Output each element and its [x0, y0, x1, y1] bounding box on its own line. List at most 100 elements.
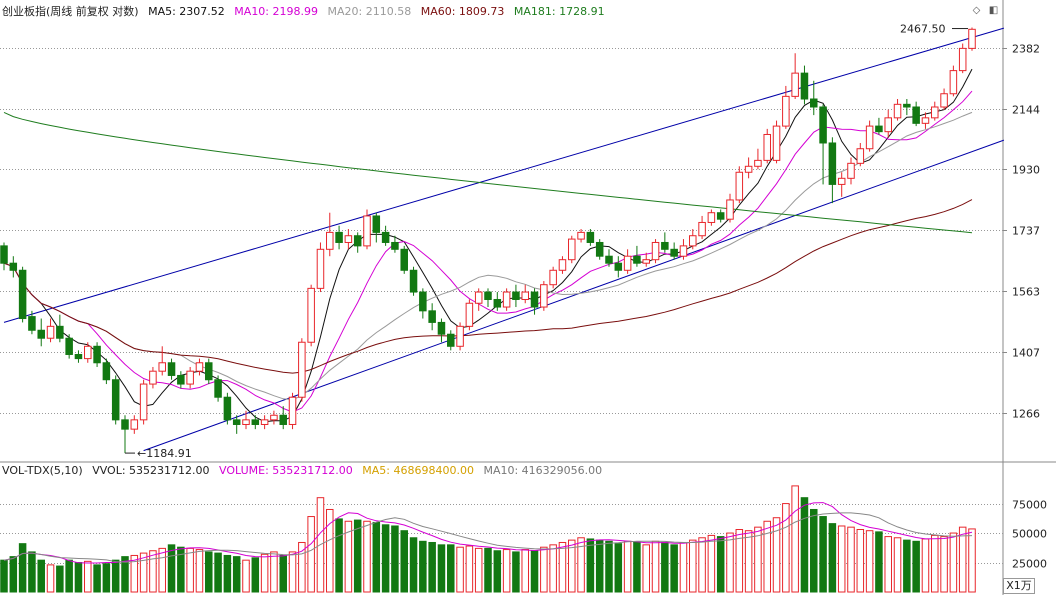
volume-bar [158, 547, 166, 593]
volume-bar [754, 526, 762, 593]
price-tick-label: 1737 [1012, 225, 1040, 238]
volume-bar [949, 532, 958, 593]
candle-body [0, 245, 8, 264]
candle-body [409, 269, 418, 293]
candle-body [540, 284, 548, 308]
volume-bar [716, 536, 725, 593]
volume-bar [502, 549, 511, 593]
candle-body [326, 231, 334, 250]
volume-bar [195, 549, 204, 593]
volume-header: VOL-TDX(5,10) VVOL: 535231712.00 VOLUME:… [2, 463, 608, 479]
candle-body [437, 321, 446, 335]
candle-body [242, 419, 250, 425]
volume-bar [391, 525, 399, 593]
candle-body [46, 325, 55, 339]
volume-bar [623, 540, 632, 593]
candle-body [763, 133, 771, 161]
volume-bar [409, 537, 418, 593]
candle-body [772, 125, 781, 161]
volume-bar [307, 516, 315, 593]
candle-body [223, 396, 232, 421]
volume-bar [465, 545, 474, 593]
vol-ma10-readout: MA10: 416329056.00 [483, 464, 603, 477]
volume-bar [288, 551, 297, 593]
price-tick-label: 1407 [1012, 347, 1040, 360]
volume-bar [847, 526, 855, 593]
volume-bar [400, 530, 408, 593]
volume-bar [18, 543, 27, 593]
volume-bar [251, 557, 260, 593]
ma5-readout: MA5: 2307.52 [148, 5, 225, 18]
candle-body [93, 345, 101, 364]
volume-bar [167, 544, 176, 593]
candle-body [111, 379, 120, 421]
candle-body [716, 212, 725, 220]
volume-bar [363, 520, 371, 593]
volume-bar [530, 550, 539, 593]
candle-body [186, 370, 194, 385]
candle-body [251, 419, 260, 425]
candle-body [214, 379, 222, 398]
scale-toggle-button[interactable]: X1万 [1003, 578, 1035, 594]
candle-body [74, 353, 83, 360]
volume-bar [893, 537, 902, 593]
volume-bar [735, 529, 744, 593]
vol-ma5-line [3, 502, 973, 564]
volume-bar [493, 550, 502, 593]
volume-bar [810, 508, 818, 593]
volume-bar [707, 534, 716, 593]
ma181-readout: MA181: 1728.91 [513, 5, 605, 18]
vol-ma5-readout: MA5: 468698400.00 [362, 464, 474, 477]
volume-bar [744, 530, 753, 593]
volume-bar [298, 541, 306, 593]
diamond-icon[interactable]: ◇ [972, 5, 981, 16]
candle-body [465, 302, 474, 327]
ma60-readout: MA60: 1809.73 [420, 5, 505, 18]
volume-bar [381, 524, 390, 593]
volume-bar [102, 563, 111, 593]
candle-body [586, 231, 595, 243]
candle-body [707, 212, 716, 223]
candle-body [307, 287, 315, 343]
volume-bar [56, 565, 64, 593]
volume-bar [772, 517, 781, 593]
price-tick-label: 1930 [1012, 164, 1040, 177]
candle-body [353, 235, 362, 247]
candle-body [474, 291, 483, 304]
candle-body [84, 345, 92, 360]
candle-body [670, 248, 678, 257]
candle-body [819, 106, 827, 144]
volume-bar [903, 539, 911, 593]
volume-bar [372, 521, 381, 593]
vol-indicator-title: VOL-TDX(5,10) [2, 464, 83, 477]
volume-tick-label: 75000 [1012, 499, 1047, 512]
candle-body [810, 98, 818, 108]
volume-bar [242, 559, 250, 593]
main-chart-header: 创业板指(周线 前复权 对数) MA5: 2307.52 MA10: 2198.… [2, 4, 611, 20]
volume-bar [279, 554, 287, 593]
volume-bar [679, 541, 688, 593]
candle-body [28, 316, 36, 331]
candle-body [958, 47, 967, 72]
candle-body [279, 414, 287, 425]
candle-body [363, 215, 371, 247]
candle-body [428, 310, 436, 323]
volume-bar [121, 556, 129, 593]
candle-body [549, 269, 557, 286]
volume-bar [800, 497, 809, 593]
candle-body [18, 269, 27, 320]
candle-body [9, 262, 18, 271]
volume-bar [884, 536, 892, 593]
candle-body [679, 245, 688, 257]
volume-bar [856, 529, 865, 593]
candle-body [493, 298, 502, 308]
ma20-readout: MA20: 2110.58 [327, 5, 412, 18]
panel-toggle-icon[interactable]: ◧ [988, 5, 999, 16]
vol-ma10-line [3, 512, 973, 563]
candle-body [232, 419, 241, 425]
candle-body [288, 396, 297, 425]
candle-body [875, 125, 883, 133]
candle-body [754, 159, 762, 167]
candle-body [568, 238, 576, 261]
